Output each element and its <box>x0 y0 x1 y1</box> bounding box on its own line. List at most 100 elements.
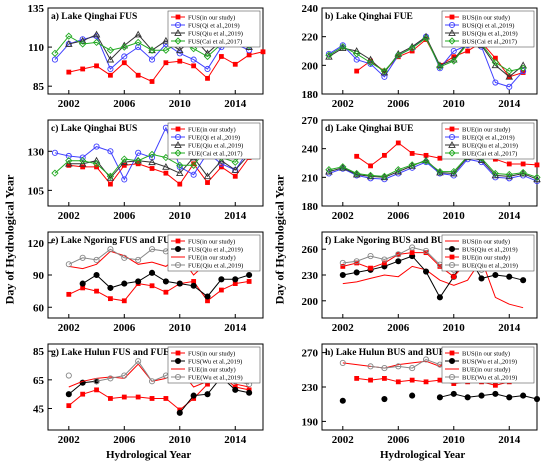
panel-8: 190 230 270 2002 2006 2010 2014 h) Lake Hulun B… <box>302 343 541 446</box>
data-point <box>148 378 156 385</box>
data-point <box>422 157 430 165</box>
x-tick-label: 2014 <box>224 98 247 110</box>
data-point <box>505 72 514 80</box>
data-point <box>148 56 156 63</box>
x-tick-label: 2010 <box>169 210 192 222</box>
panel-7: 45 65 85 2002 2006 2010 2014 g) Lake Hulun FUS … <box>33 343 264 446</box>
data-point <box>491 169 500 178</box>
data-point <box>232 386 239 393</box>
data-point <box>135 72 141 78</box>
legend-label: FUS(Qiu et al.,2019) <box>188 247 243 254</box>
data-point <box>148 150 156 159</box>
data-point <box>218 276 225 283</box>
x-tick-label: 2006 <box>113 98 136 110</box>
data-point <box>409 244 416 251</box>
data-point <box>395 379 401 385</box>
data-point <box>190 45 198 53</box>
data-point <box>107 148 114 155</box>
legend-label: BUE(in our study) <box>462 367 510 374</box>
data-point <box>65 372 72 379</box>
data-point <box>149 396 155 401</box>
data-point <box>354 260 360 266</box>
data-point <box>436 294 443 301</box>
data-point <box>339 163 347 171</box>
data-point <box>506 83 513 90</box>
x-tick-label: 2010 <box>169 322 192 334</box>
x-tick-label: 2006 <box>387 322 410 334</box>
data-point <box>92 38 101 47</box>
data-point <box>339 43 347 51</box>
plot-frame <box>47 343 264 431</box>
data-point <box>422 34 430 42</box>
data-point <box>382 376 387 381</box>
x-tick-label: 2014 <box>224 322 247 334</box>
data-point <box>66 162 72 168</box>
legend-marker <box>174 245 182 253</box>
data-point <box>436 394 443 401</box>
data-point <box>191 63 197 69</box>
data-point <box>149 166 155 171</box>
data-point <box>203 52 212 61</box>
data-point <box>94 387 99 393</box>
data-point <box>395 258 402 265</box>
data-point <box>218 164 224 170</box>
legend-label: BUS(Cai et al.,2017) <box>462 39 517 46</box>
data-point <box>163 396 169 401</box>
data-point <box>135 44 142 51</box>
data-point <box>520 70 526 75</box>
legend-label: FUE(Cai et al.,2017) <box>188 151 243 158</box>
data-point <box>190 392 197 399</box>
series-line <box>342 258 524 309</box>
series-1 <box>66 155 252 187</box>
legend-label: FUS(Wu et al.,2019) <box>188 359 242 366</box>
legend-marker <box>448 373 456 381</box>
data-point <box>217 156 226 164</box>
data-point <box>51 149 58 156</box>
data-point <box>92 156 101 164</box>
data-point <box>354 68 360 74</box>
data-point <box>246 279 252 284</box>
data-point <box>148 158 156 166</box>
data-point <box>135 358 142 365</box>
data-point <box>366 171 375 180</box>
data-point <box>450 47 457 55</box>
data-point <box>246 389 253 396</box>
y-tick-label: 85 <box>33 81 45 93</box>
legend-label: BUS(Qiu et al.,2019) <box>462 31 518 38</box>
data-point <box>93 378 100 385</box>
x-tick-label: 2006 <box>113 322 136 334</box>
panel-title: e) Lake Ngoring FUS and FUE <box>51 235 176 246</box>
data-point <box>353 258 360 265</box>
data-point <box>422 356 430 363</box>
data-point <box>190 161 198 169</box>
data-point <box>108 72 113 78</box>
left-xlabel: Hydrological Year <box>106 449 192 461</box>
data-point <box>121 298 127 304</box>
data-point <box>65 32 73 40</box>
data-point <box>107 65 114 73</box>
data-point <box>191 161 197 167</box>
legend-label: FUS(in our study) <box>188 351 235 358</box>
y-tick-label: 240 <box>302 3 319 15</box>
data-point <box>520 161 526 167</box>
data-point <box>163 289 169 295</box>
legend-label: FUE(Qiu et al.,2019) <box>188 143 243 150</box>
legend-marker <box>174 133 182 141</box>
legend: FUS(in our study)FUS(Qiu et al.,2019)FUE… <box>167 234 261 272</box>
legend-marker <box>174 141 182 148</box>
data-point <box>92 160 101 168</box>
data-point <box>246 47 253 54</box>
legend-label: BUE(Qiu et al.,2019) <box>462 143 518 150</box>
series-line <box>328 35 524 78</box>
legend-label: BUE(in our study) <box>462 127 510 134</box>
legend: BUS(in our study)BUS(Wu et al.,2019)BUE(… <box>441 346 535 384</box>
data-point <box>450 167 458 176</box>
data-point <box>450 57 458 65</box>
x-tick-label: 2002 <box>332 210 355 222</box>
legend-label: BUS(Qi et al.,2019) <box>462 23 514 30</box>
data-point <box>423 250 429 256</box>
x-tick-label: 2010 <box>443 210 466 222</box>
legend-marker <box>448 149 456 157</box>
y-tick-label: 180 <box>302 201 319 213</box>
x-tick-label: 2006 <box>387 210 410 222</box>
